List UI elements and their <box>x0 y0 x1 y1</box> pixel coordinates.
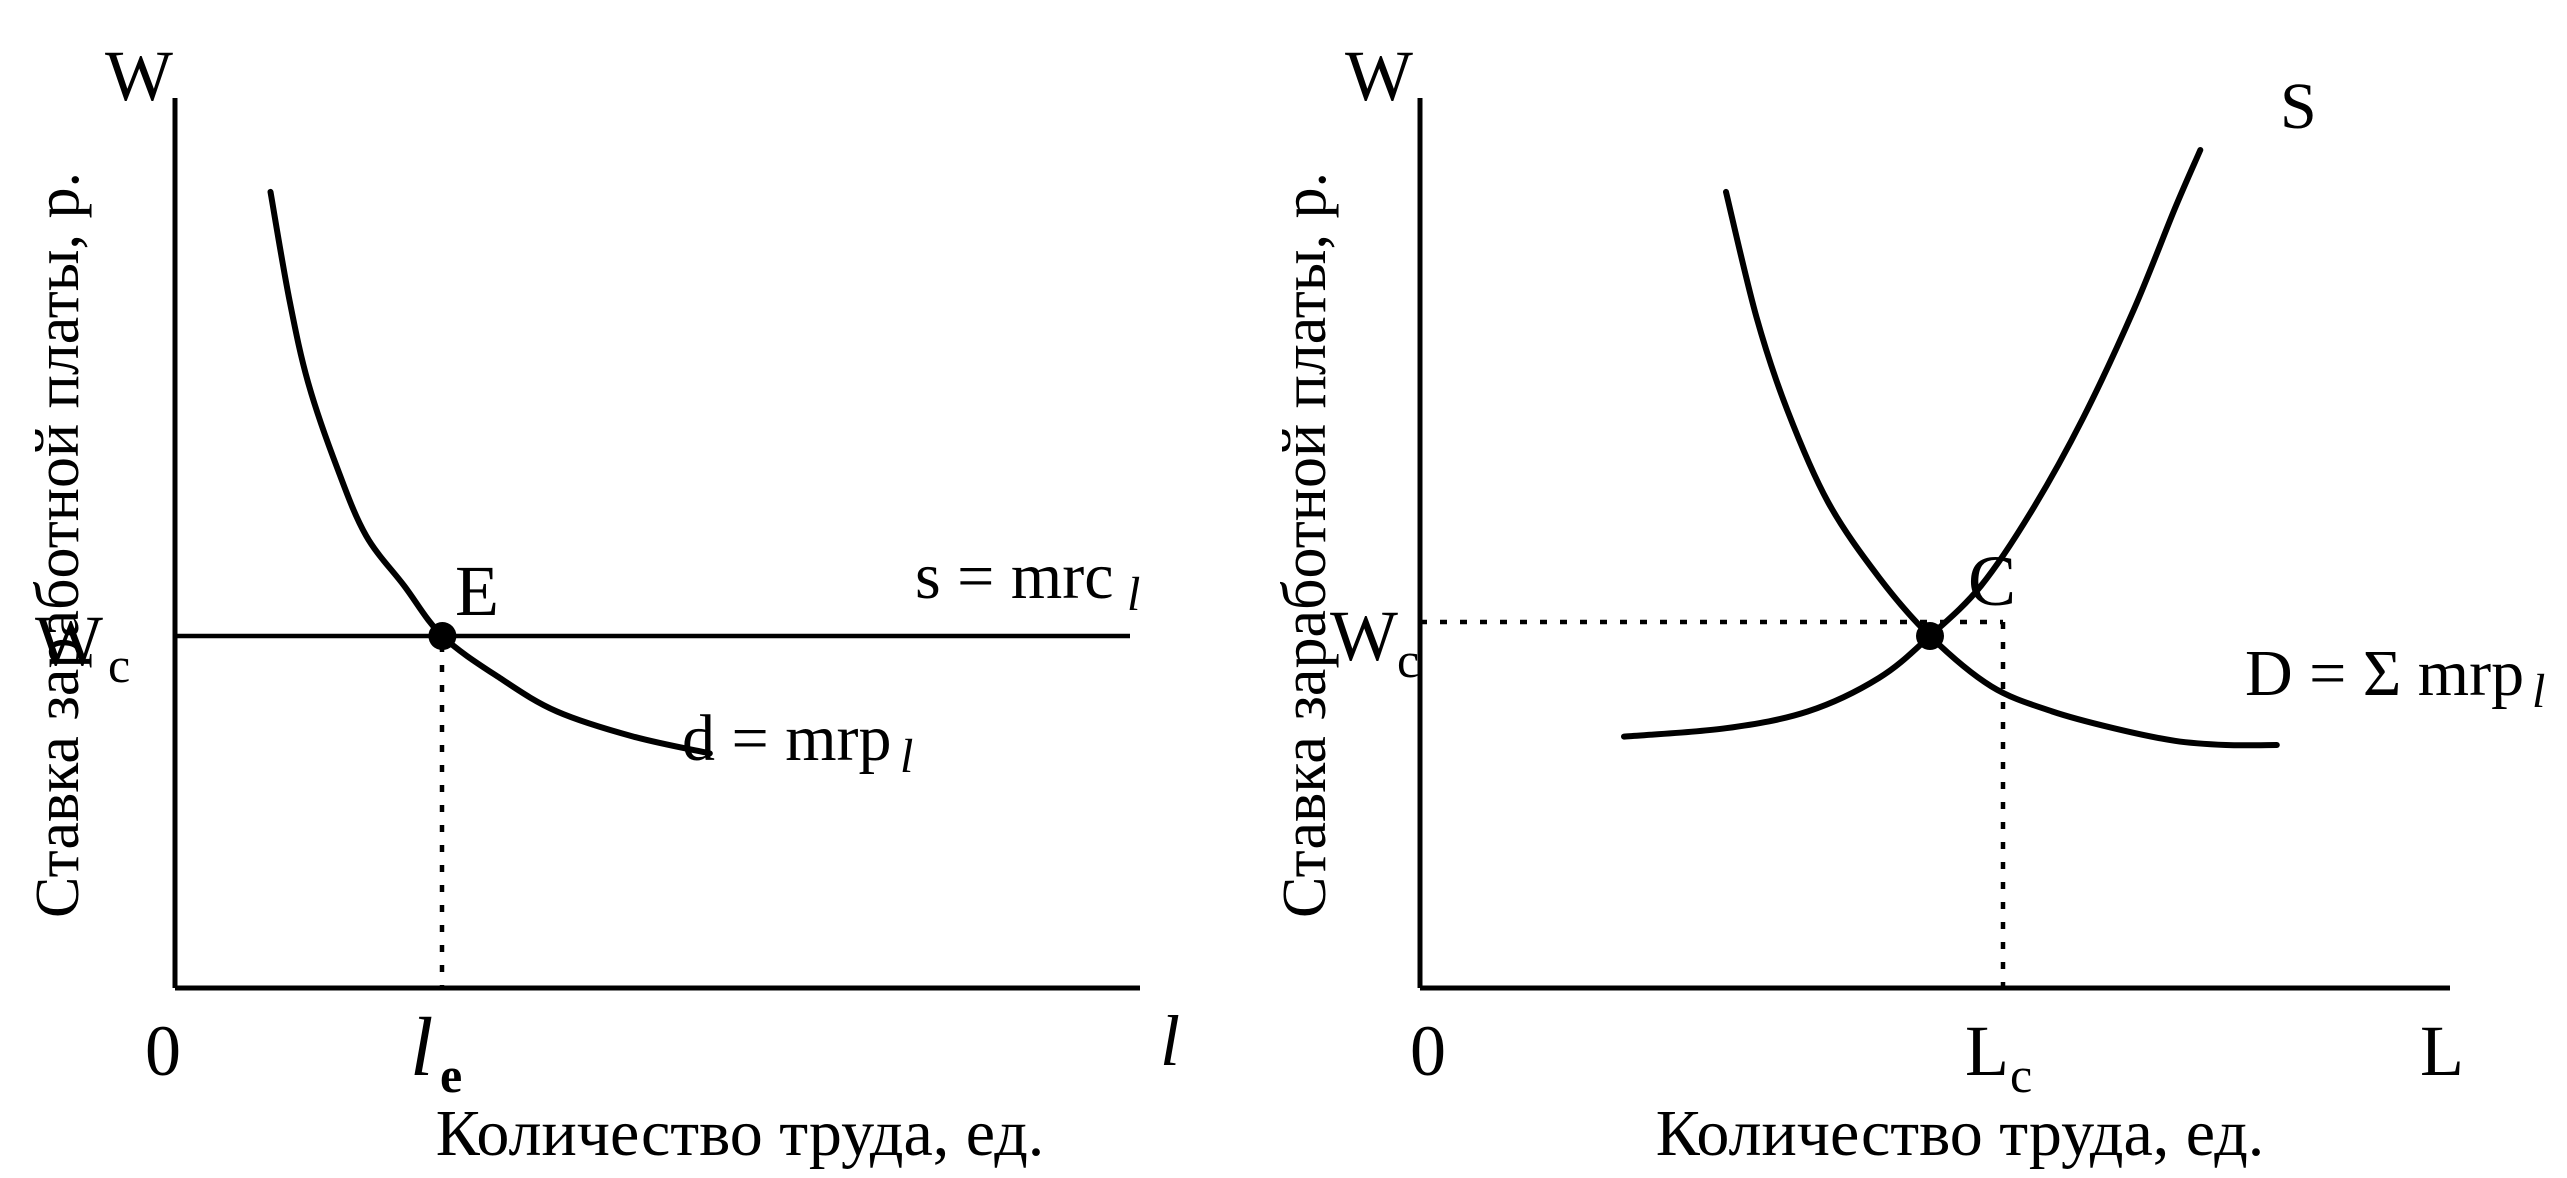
left-le-sub: e <box>440 1047 462 1103</box>
right-x-axis-symbol: L <box>2420 1011 2464 1091</box>
right-supply-curve <box>1621 147 2204 740</box>
right-y-axis-label: Ставка заработной платы, р. <box>1271 172 1339 918</box>
right-supply-label-main: S <box>2280 70 2317 143</box>
left-wc-main: W <box>35 601 103 681</box>
right-lc-sub: c <box>2010 1047 2032 1103</box>
left-supply-label: s = mrc l <box>915 540 1140 621</box>
left-x-axis-symbol: l <box>1160 1001 1180 1081</box>
left-le-main: l <box>410 1001 433 1094</box>
right-lc-tick-label: L c <box>1965 1011 2032 1103</box>
right-lc-main: L <box>1965 1011 2009 1091</box>
right-x-axis-label: Количество труда, ед. <box>1656 1097 2265 1170</box>
right-chart: W 0 L Ставка заработной платы, р. Количе… <box>1271 36 2545 1170</box>
left-demand-label: d = mrp l <box>682 702 913 783</box>
equilibrium-point-e <box>428 622 457 651</box>
left-wc-sub: c <box>108 637 130 693</box>
left-supply-label-main: s = mrc <box>915 540 1114 613</box>
right-origin-label: 0 <box>1410 1011 1446 1091</box>
left-point-label: E <box>455 551 499 631</box>
left-y-axis-label: Ставка заработной платы, р. <box>24 172 92 918</box>
right-wc-main: W <box>1330 596 1398 676</box>
left-wc-tick-label: W c <box>35 601 130 693</box>
left-demand-label-sub: l <box>900 730 913 783</box>
left-chart: W 0 l Ставка заработной платы, р. Количе… <box>24 36 1180 1170</box>
left-le-tick-label: l e <box>410 1001 462 1103</box>
right-demand-label-main: D = Σ mrp <box>2245 637 2524 710</box>
left-origin-label: 0 <box>145 1011 181 1091</box>
right-y-axis-symbol: W <box>1345 36 1413 116</box>
left-demand-curve <box>267 188 713 757</box>
left-x-axis-label: Количество труда, ед. <box>436 1097 1045 1170</box>
right-demand-label-sub: l <box>2532 665 2545 718</box>
right-supply-label: S <box>2280 70 2317 143</box>
left-demand-label-main: d = mrp <box>682 702 892 775</box>
equilibrium-point-c <box>1916 622 1944 651</box>
right-demand-label: D = Σ mrp l <box>2245 637 2545 718</box>
left-supply-label-sub: l <box>1127 568 1140 621</box>
right-wc-tick-label: W c <box>1330 596 1419 688</box>
left-y-axis-symbol: W <box>105 36 173 116</box>
right-wc-sub: c <box>1397 632 1419 688</box>
right-point-label: C <box>1968 541 2016 621</box>
